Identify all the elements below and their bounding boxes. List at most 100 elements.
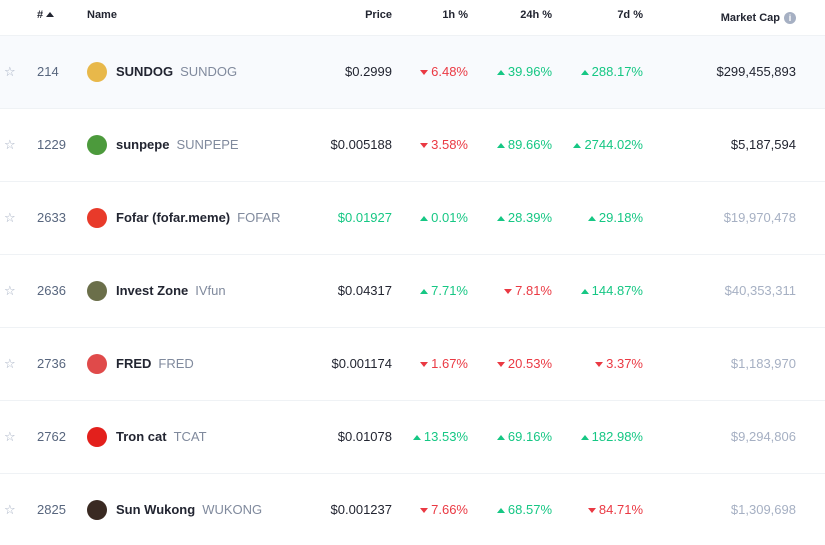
- 7d-change-column-header[interactable]: 7d %: [617, 9, 643, 21]
- coin-name-cell[interactable]: sunpepe SUNPEPE: [87, 109, 239, 181]
- coin-name-cell[interactable]: Invest Zone IVfun: [87, 255, 226, 327]
- caret-up-icon: [580, 70, 589, 75]
- coin-name[interactable]: Invest Zone: [116, 283, 189, 298]
- 1h-change-column-header[interactable]: 1h %: [442, 9, 468, 21]
- change-7d-value: 182.98%: [591, 429, 643, 444]
- rank-cell: 2762: [37, 429, 66, 444]
- change-7d-value: 84.71%: [598, 502, 643, 517]
- change-24h: 7.81%: [504, 255, 552, 327]
- change-1h-value: 7.66%: [431, 502, 468, 517]
- coin-symbol: FRED: [158, 356, 194, 371]
- caret-down-icon: [420, 143, 429, 148]
- table-row[interactable]: ☆ 2636 Invest Zone IVfun $0.04317 7.71% …: [0, 255, 825, 328]
- price-cell: $0.01078: [337, 429, 392, 444]
- rank-cell: 2736: [37, 356, 66, 371]
- coin-name[interactable]: SUNDOG: [116, 64, 174, 79]
- name-column-header[interactable]: Name: [87, 9, 117, 21]
- caret-up-icon: [573, 143, 582, 148]
- change-24h: 89.66%: [496, 109, 552, 181]
- change-7d: 2744.02%: [573, 109, 643, 181]
- table-row[interactable]: ☆ 2825 Sun Wukong WUKONG $0.001237 7.66%…: [0, 474, 825, 545]
- caret-up-icon: [420, 289, 429, 294]
- coin-name[interactable]: FRED: [116, 356, 152, 371]
- change-7d-value: 29.18%: [598, 210, 643, 225]
- change-1h: 7.71%: [420, 255, 468, 327]
- rank-column-header[interactable]: #: [37, 0, 55, 36]
- info-icon[interactable]: i: [784, 12, 796, 24]
- caret-up-icon: [580, 435, 589, 440]
- table-row[interactable]: ☆ 214 SUNDOG SUNDOG $0.2999 6.48% 39.96%…: [0, 36, 825, 109]
- star-icon[interactable]: ☆: [4, 64, 16, 79]
- change-24h-value: 28.39%: [507, 210, 552, 225]
- change-1h: 13.53%: [412, 401, 468, 473]
- caret-down-icon: [420, 70, 429, 75]
- coin-name[interactable]: Sun Wukong: [116, 502, 196, 517]
- change-7d: 182.98%: [580, 401, 643, 473]
- change-7d: 84.71%: [587, 474, 643, 545]
- rank-cell: 2636: [37, 283, 66, 298]
- tron-cat-logo: [87, 427, 107, 447]
- change-7d-value: 144.87%: [591, 283, 643, 298]
- star-icon[interactable]: ☆: [4, 429, 16, 444]
- star-icon[interactable]: ☆: [4, 283, 16, 298]
- caret-up-icon: [412, 435, 421, 440]
- market-cap-cell: $1,309,698: [730, 502, 796, 517]
- coin-name-cell[interactable]: Sun Wukong WUKONG: [87, 474, 262, 545]
- fred-logo: [87, 354, 107, 374]
- caret-down-icon: [587, 508, 596, 513]
- change-7d-value: 2744.02%: [584, 137, 643, 152]
- price-cell: $0.01927: [337, 210, 392, 225]
- rank-cell: 214: [37, 64, 59, 79]
- coin-symbol: SUNPEPE: [176, 137, 239, 152]
- market-cap-column-header[interactable]: Market Cap i: [721, 0, 796, 36]
- star-icon[interactable]: ☆: [4, 356, 16, 371]
- caret-down-icon: [420, 508, 429, 513]
- sunpepe-logo: [87, 135, 107, 155]
- market-cap-cell: $1,183,970: [730, 356, 796, 371]
- change-24h-value: 39.96%: [507, 64, 552, 79]
- rank-cell: 2825: [37, 502, 66, 517]
- star-icon[interactable]: ☆: [4, 210, 16, 225]
- coin-name[interactable]: Tron cat: [116, 429, 167, 444]
- change-7d: 144.87%: [580, 255, 643, 327]
- market-cap-cell: $299,455,893: [716, 64, 796, 79]
- caret-up-icon: [496, 435, 505, 440]
- table-row[interactable]: ☆ 2762 Tron cat TCAT $0.01078 13.53% 69.…: [0, 401, 825, 474]
- change-1h-value: 13.53%: [423, 429, 468, 444]
- coin-symbol: FOFAR: [237, 210, 281, 225]
- change-1h: 1.67%: [420, 328, 468, 400]
- change-24h: 39.96%: [496, 36, 552, 108]
- change-7d-value: 288.17%: [591, 64, 643, 79]
- caret-up-icon: [496, 508, 505, 513]
- coin-name-cell[interactable]: Fofar (fofar.meme) FOFAR: [87, 182, 280, 254]
- coin-name[interactable]: Fofar (fofar.meme): [116, 210, 231, 225]
- coin-name-cell[interactable]: SUNDOG SUNDOG: [87, 36, 237, 108]
- change-24h-value: 20.53%: [507, 356, 552, 371]
- rank-cell: 2633: [37, 210, 66, 225]
- star-icon[interactable]: ☆: [4, 137, 16, 152]
- rank-header-label: #: [37, 9, 44, 21]
- coin-name-cell[interactable]: Tron cat TCAT: [87, 401, 207, 473]
- change-24h-value: 68.57%: [507, 502, 552, 517]
- table-row[interactable]: ☆ 2736 FRED FRED $0.001174 1.67% 20.53% …: [0, 328, 825, 401]
- rank-cell: 1229: [37, 137, 66, 152]
- table-row[interactable]: ☆ 2633 Fofar (fofar.meme) FOFAR $0.01927…: [0, 182, 825, 255]
- fofar-logo: [87, 208, 107, 228]
- price-cell: $0.005188: [330, 137, 392, 152]
- coin-name-cell[interactable]: FRED FRED: [87, 328, 194, 400]
- sort-up-icon: [46, 12, 55, 17]
- price-column-header[interactable]: Price: [365, 9, 392, 21]
- change-1h-value: 7.71%: [431, 283, 468, 298]
- table-row[interactable]: ☆ 1229 sunpepe SUNPEPE $0.005188 3.58% 8…: [0, 109, 825, 182]
- change-1h: 7.66%: [420, 474, 468, 545]
- change-24h-value: 69.16%: [507, 429, 552, 444]
- change-1h: 6.48%: [420, 36, 468, 108]
- sundog-logo: [87, 62, 107, 82]
- market-cap-cell: $40,353,311: [724, 283, 796, 298]
- coin-name[interactable]: sunpepe: [116, 137, 170, 152]
- change-24h: 69.16%: [496, 401, 552, 473]
- caret-up-icon: [496, 143, 505, 148]
- 24h-change-column-header[interactable]: 24h %: [520, 9, 552, 21]
- change-7d-value: 3.37%: [606, 356, 643, 371]
- star-icon[interactable]: ☆: [4, 502, 16, 517]
